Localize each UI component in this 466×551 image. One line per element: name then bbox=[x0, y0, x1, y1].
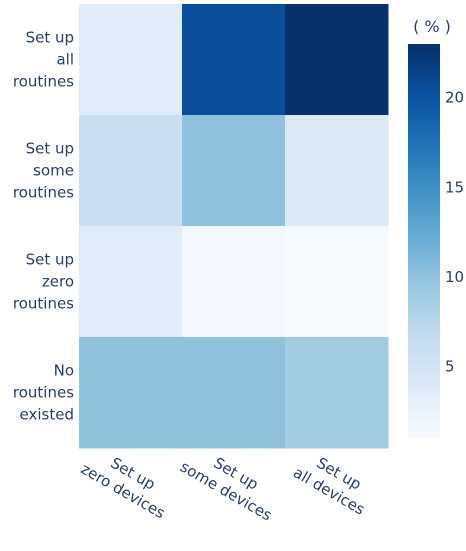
heatmap-cell bbox=[79, 4, 183, 116]
colorbar: ( % ) 5 10 15 20 bbox=[408, 17, 464, 438]
colorbar-ticks: 5 10 15 20 bbox=[445, 89, 464, 376]
heatmap-cell bbox=[182, 226, 286, 338]
y-tick-label: Set up all routines bbox=[13, 29, 74, 91]
heatmap-cell bbox=[285, 115, 389, 227]
heatmap-cell bbox=[79, 115, 183, 227]
heatmap-cell bbox=[182, 4, 286, 116]
heatmap-cell bbox=[285, 226, 389, 338]
heatmap-cell bbox=[79, 337, 183, 449]
heatmap-cell bbox=[182, 115, 286, 227]
x-tick-label: Set upzero devices bbox=[78, 442, 179, 522]
y-tick-label: Set up zero routines bbox=[13, 251, 74, 313]
colorbar-tick-label: 5 bbox=[445, 357, 455, 375]
colorbar-tick-label: 15 bbox=[445, 178, 464, 196]
y-tick-label: No routines existed bbox=[13, 362, 74, 424]
colorbar-title: ( % ) bbox=[413, 17, 451, 36]
y-tick-label: Set up some routines bbox=[13, 140, 74, 202]
colorbar-tick-label: 10 bbox=[445, 268, 464, 286]
heatmap-cell bbox=[182, 337, 286, 449]
heatmap-cell bbox=[79, 226, 183, 338]
colorbar-gradient bbox=[408, 44, 440, 438]
colorbar-tick-label: 20 bbox=[445, 89, 464, 107]
x-tick-label: Set upall devices bbox=[290, 446, 378, 519]
x-axis-tick-labels: Set upzero devices Set upsome devices Set … bbox=[78, 440, 378, 525]
heatmap-cells bbox=[79, 4, 389, 449]
x-tick-label: Set upsome devices bbox=[177, 440, 285, 524]
y-axis-tick-labels: Set up all routines Set up some routines Set u… bbox=[13, 29, 74, 424]
heatmap-cell bbox=[285, 4, 389, 116]
heatmap-cell bbox=[285, 337, 389, 449]
